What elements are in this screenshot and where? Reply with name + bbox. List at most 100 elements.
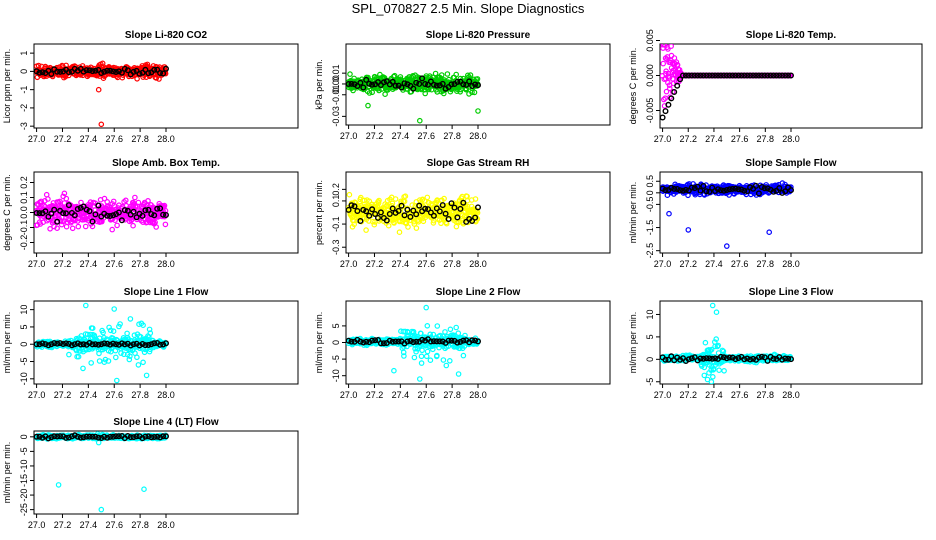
mean-point <box>63 434 70 441</box>
mean-point <box>162 340 169 347</box>
mean-point <box>71 212 78 219</box>
mean-point <box>357 217 364 224</box>
y-tick-label: 0.00 <box>331 75 341 93</box>
x-tick-label: 27.2 <box>679 134 697 144</box>
mean-point <box>755 190 762 197</box>
data-point <box>427 357 434 364</box>
outlier-point <box>114 377 120 384</box>
x-tick-label: 27.0 <box>340 259 358 269</box>
mean-point <box>83 67 90 74</box>
mean-point <box>380 340 387 347</box>
data-point <box>455 219 462 226</box>
mean-point <box>723 186 730 193</box>
mean-point <box>92 67 99 74</box>
mean-point <box>700 355 707 362</box>
data-point <box>63 195 70 202</box>
mean-point <box>95 434 102 441</box>
mean-point <box>761 354 768 361</box>
mean-point <box>761 185 768 192</box>
mean-point <box>369 337 376 344</box>
data-point <box>78 199 84 206</box>
x-tick-label: 27.2 <box>54 520 72 530</box>
mean-point <box>764 72 771 79</box>
y-tick-label: 10 <box>19 305 29 315</box>
y-axis-label: ml/min per min. <box>628 182 638 244</box>
mean-point <box>34 341 40 348</box>
mean-point <box>34 433 40 440</box>
mean-point <box>454 214 461 221</box>
x-tick-label: 27.8 <box>131 259 149 269</box>
x-tick-label: 27.8 <box>131 390 149 400</box>
outlier-point <box>141 486 147 493</box>
x-tick-label: 28.0 <box>157 520 175 530</box>
outlier-point <box>708 379 715 384</box>
mean-point <box>363 208 370 215</box>
data-point <box>423 353 430 360</box>
mean-point <box>715 186 722 193</box>
data-point <box>440 357 447 363</box>
mean-point <box>157 205 164 212</box>
outlier-point <box>55 482 62 488</box>
data-point <box>96 358 103 364</box>
x-tick-label: 27.2 <box>679 390 697 400</box>
x-tick-label: 27.4 <box>392 259 410 269</box>
mean-point <box>68 433 75 440</box>
mean-point <box>360 206 367 213</box>
mean-point <box>86 208 93 215</box>
mean-point <box>363 338 370 345</box>
y-tick-label: 0 <box>645 190 655 195</box>
data-point <box>447 326 454 333</box>
mean-point <box>375 214 382 221</box>
mean-point <box>160 211 167 218</box>
mean-point <box>45 435 52 442</box>
mean-point <box>71 341 78 348</box>
mean-point <box>366 80 373 87</box>
mean-point <box>472 81 479 88</box>
mean-point <box>151 340 158 347</box>
mean-point <box>700 182 707 189</box>
mean-point <box>107 212 114 219</box>
mean-point <box>65 202 72 209</box>
series-points <box>660 302 795 384</box>
y-tick-label: 0.000 <box>645 64 655 87</box>
data-point <box>134 76 140 82</box>
data-point <box>474 210 481 216</box>
mean-point <box>71 432 78 439</box>
series-points <box>346 191 482 236</box>
series-points <box>34 60 169 128</box>
y-tick-label: 1 <box>19 51 29 56</box>
mean-point <box>682 186 689 193</box>
mean-point <box>54 218 61 225</box>
y-axis-label: degrees C per min. <box>2 174 12 251</box>
y-tick-label: -0.2 <box>19 235 29 251</box>
y-tick-label: 0.0 <box>19 206 29 219</box>
mean-point <box>782 188 789 195</box>
outlier-point <box>666 210 672 217</box>
mean-point <box>744 188 751 195</box>
outlier-point <box>475 108 481 114</box>
mean-point <box>130 434 137 441</box>
y-tick-label: -0.1 <box>19 220 29 236</box>
y-tick-label: -0.1 <box>331 216 341 232</box>
y-tick-label: -10 <box>19 372 29 385</box>
mean-point <box>34 210 40 216</box>
mean-point <box>758 183 765 190</box>
mean-point <box>36 433 43 440</box>
y-tick-label: -0.01 <box>331 85 341 106</box>
data-point <box>54 225 60 232</box>
y-tick-label: -15 <box>19 474 29 487</box>
mean-point <box>425 206 432 213</box>
mean-point <box>48 434 55 441</box>
data-point <box>405 224 411 230</box>
mean-point <box>45 213 52 220</box>
data-point <box>121 351 127 358</box>
data-point <box>385 222 392 229</box>
y-tick-label: 0.01 <box>331 64 341 82</box>
mean-point <box>454 339 461 346</box>
mean-point <box>160 433 167 440</box>
mean-point <box>48 70 55 77</box>
x-tick-label: 28.0 <box>782 134 800 144</box>
mean-point <box>410 85 417 92</box>
